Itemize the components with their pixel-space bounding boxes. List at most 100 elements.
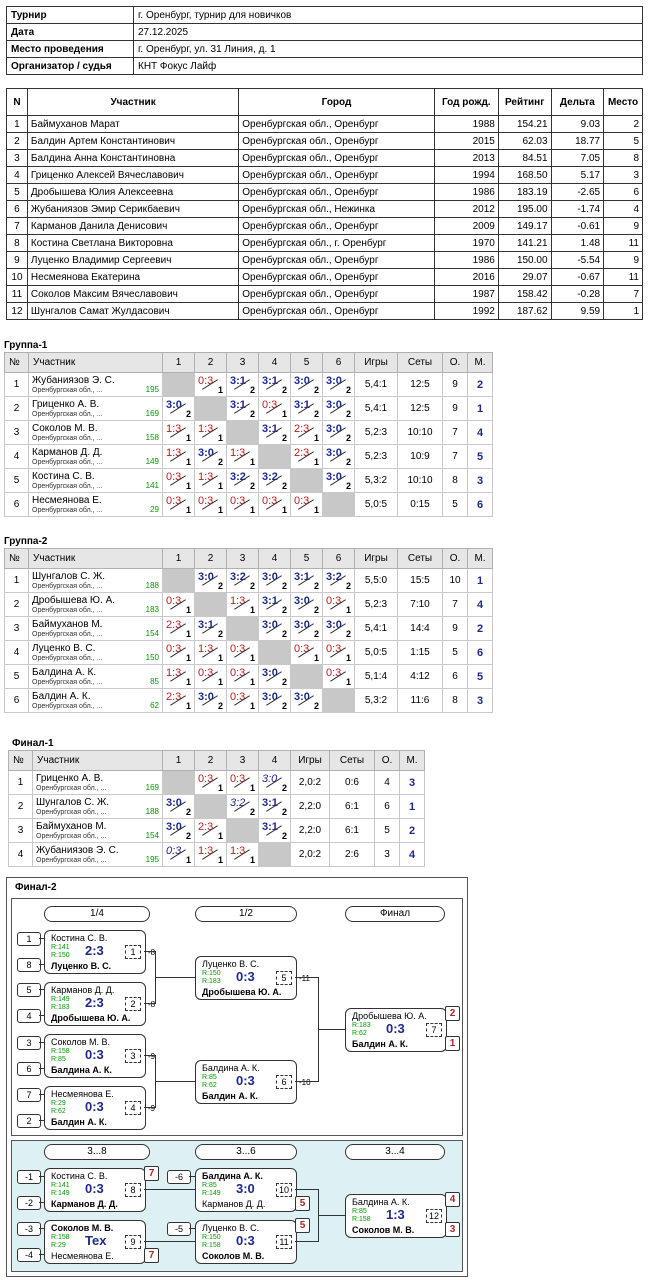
- score-cell: 3:1 2: [226, 372, 259, 397]
- score-cell: 1:3 1: [162, 420, 195, 445]
- score-points: 1: [249, 783, 255, 793]
- place-cell: 5: [467, 664, 493, 689]
- loser-note: -8: [148, 948, 156, 957]
- seed-box: -6: [167, 1170, 191, 1184]
- col-points: О.: [374, 750, 400, 771]
- col-opponent: 2: [194, 750, 227, 771]
- match-number: 1: [125, 945, 141, 959]
- col-participant: Участник: [28, 548, 163, 569]
- match-rating-b: R:183: [202, 978, 221, 985]
- match-player-b: Соколов М. В.: [352, 1225, 415, 1235]
- score-points: 1: [185, 457, 191, 467]
- score-points: 1: [185, 701, 191, 711]
- participant-cell: Несмеянова Екатерина: [26, 268, 240, 286]
- group-row: 4 Жубаниязов Э. С. Оренбургская обл., ... 1…: [8, 842, 425, 867]
- score-box: 1:3 1: [227, 843, 258, 866]
- score-cell: 1:3 1: [226, 444, 259, 469]
- player-city: Оренбургская обл., ...: [32, 410, 103, 418]
- player-name: Карманов Д. Д.: [32, 446, 103, 458]
- player-rating: 149: [145, 457, 159, 466]
- participant-cell: 3: [603, 166, 643, 184]
- score-cell: 3:2 2: [226, 794, 259, 819]
- place-label: 5: [295, 1218, 310, 1233]
- player-city: Оренбургская обл., ...: [32, 434, 103, 442]
- score-box: 3:1 2: [259, 421, 290, 444]
- games-cell: 2,2:0: [290, 794, 330, 819]
- player-rating: 154: [145, 831, 159, 840]
- loser-note: -11: [299, 974, 310, 983]
- score-box: 1:3 1: [163, 421, 194, 444]
- info-key: Турнир: [6, 6, 134, 24]
- match-player-b: Балдина А. К.: [51, 1065, 112, 1075]
- score-box: 3:0 2: [323, 617, 354, 640]
- match-number: 4: [125, 1101, 141, 1115]
- score-box: 3:0 2: [195, 689, 226, 712]
- match-player-a: Карманов Д. Д.: [51, 985, 115, 995]
- score-cell: 1:3 1: [194, 842, 227, 867]
- score-points: 2: [249, 581, 255, 591]
- col-number: №: [4, 352, 29, 373]
- participant-cell: Соколов Максим Вячеславович: [26, 285, 240, 303]
- group-row: 5 Балдина А. К. Оренбургская обл., ... 85 1:…: [4, 664, 493, 689]
- bracket-line: [295, 1189, 319, 1190]
- seed-box: 2: [17, 1114, 41, 1128]
- score-box: 0:3 1: [163, 469, 194, 492]
- info-row: Турнир г. Оренбург, турнир для новичков: [6, 6, 643, 24]
- score-box: 0:3 1: [227, 493, 258, 516]
- seed-box: -3: [17, 1222, 41, 1236]
- score-points: 2: [313, 701, 319, 711]
- match-score: 0:3: [85, 1099, 104, 1114]
- sets-cell: 4:12: [397, 664, 443, 689]
- score-cell: 1:3 1: [194, 640, 227, 665]
- match-rating-a: R:141: [51, 1182, 70, 1189]
- sets-cell: 10:9: [397, 444, 443, 469]
- player-name: Жубаниязов Э. С.: [32, 374, 115, 386]
- score-cell: 0:3 1: [162, 468, 195, 493]
- score-points: 2: [345, 481, 351, 491]
- group-body: 1 Гриценко А. В. Оренбургская обл., ... 169…: [8, 770, 425, 867]
- participant-cell: -0.67: [550, 268, 605, 286]
- score-points: 2: [281, 581, 287, 591]
- participant-row: 9 Луценко Владимир Сергеевич Оренбургская …: [6, 251, 643, 269]
- games-cell: 5,2:3: [354, 420, 398, 445]
- match-box: Костина С. В. R:141 R:149 0:3 8 Карманов Д. Д…: [44, 1168, 146, 1212]
- score-cell: 3:1 2: [258, 794, 291, 819]
- match-player-a: Соколов М. В.: [51, 1223, 114, 1233]
- col-participant: Участник: [28, 352, 163, 373]
- self-cell: [194, 396, 227, 421]
- col-opponent: 5: [290, 352, 323, 373]
- place-cell: 3: [467, 688, 493, 713]
- row-number: 5: [4, 468, 29, 493]
- participant-cell: Оренбургская обл., Нежинка: [238, 200, 435, 218]
- score-cell: 3:0 2: [258, 568, 291, 593]
- score-box: 3:0 2: [163, 795, 194, 818]
- col-opponent: 4: [258, 548, 291, 569]
- match-score: 0:3: [236, 1073, 255, 1088]
- score-points: 2: [249, 409, 255, 419]
- score-box: 1:3 1: [195, 641, 226, 664]
- participant-cell: 2016: [433, 268, 499, 286]
- match-player-a: Балдина А. К.: [352, 1197, 410, 1207]
- player-name: Баймуханов М.: [36, 820, 107, 832]
- info-row: Дата 27.12.2025: [6, 23, 643, 41]
- col-opponent: 4: [258, 750, 291, 771]
- round-header: 1/2: [195, 906, 297, 922]
- score-cell: 0:3 1: [226, 770, 259, 795]
- round-header: 3...8: [44, 1144, 150, 1160]
- participant-cell: Карманов Данила Денисович: [26, 217, 240, 235]
- participant-cell: 1986: [433, 183, 499, 201]
- participant-cell: 8: [6, 234, 28, 252]
- participant-cell: 1988: [433, 115, 499, 133]
- score-points: 1: [281, 505, 287, 515]
- participant-cell: 2: [6, 132, 28, 150]
- sets-cell: 12:5: [397, 396, 443, 421]
- score-cell: 3:0 2: [194, 568, 227, 593]
- score-cell: 0:3 1: [226, 664, 259, 689]
- player-city: Оренбургская обл., ...: [32, 630, 103, 638]
- games-cell: 2,0:2: [290, 842, 330, 867]
- player-cell: Баймуханов М. Оренбургская обл., ... 154: [32, 818, 163, 843]
- sets-cell: 12:5: [397, 372, 443, 397]
- participant-cell: 187.62: [497, 302, 552, 320]
- match-player-a: Балдина А. К.: [202, 1171, 263, 1181]
- score-points: 2: [281, 677, 287, 687]
